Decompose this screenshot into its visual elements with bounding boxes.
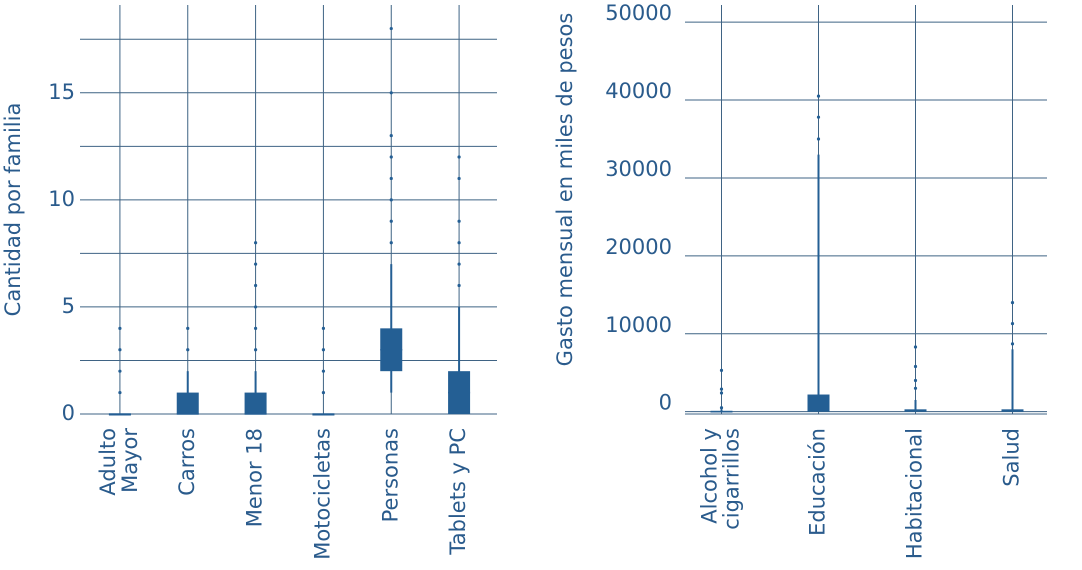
outlier: [719, 391, 724, 395]
outlier: [913, 345, 918, 349]
y-tick-label: 10: [48, 187, 75, 211]
x-tick-label-line: Motocicletas: [310, 428, 334, 560]
outlier: [457, 155, 461, 159]
x-tick-label: Motocicletas: [310, 428, 334, 560]
y-tick-label: 10000: [605, 313, 672, 337]
outlier: [389, 219, 393, 223]
outlier: [321, 369, 326, 373]
x-tick-label-line: Salud: [1000, 428, 1024, 487]
outlier: [457, 262, 461, 266]
outlier: [816, 115, 821, 119]
y-tick-label: 0: [62, 401, 75, 425]
outlier: [913, 386, 918, 390]
box: [176, 392, 199, 414]
outlier: [719, 368, 724, 372]
x-tick-label: Menor 18: [243, 428, 267, 527]
x-tick-label: Educación: [806, 428, 830, 536]
outlier: [457, 219, 461, 223]
x-tick-label-line: Carros: [175, 428, 199, 496]
x-tick-label-line: Menor 18: [243, 428, 267, 527]
x-tick-label-line: Adulto: [96, 428, 120, 496]
x-tick-label: Tablets y PC: [446, 428, 470, 556]
x-tick-label-line: Personas: [378, 428, 402, 522]
box: [244, 392, 267, 414]
outlier: [457, 176, 461, 181]
x-tick-label: Personas: [378, 428, 402, 522]
outlier: [719, 406, 724, 410]
outlier: [253, 241, 258, 245]
y-tick-label: 40000: [605, 79, 672, 103]
outlier: [186, 348, 190, 352]
outlier: [321, 348, 326, 352]
outlier: [389, 26, 393, 31]
outlier: [118, 348, 122, 352]
x-tick-label-line: Tablets y PC: [446, 428, 470, 556]
outlier: [913, 364, 918, 369]
x-tick-label: Alcohol ycigarrillos: [698, 428, 744, 530]
outlier: [118, 390, 122, 395]
box: [807, 394, 830, 412]
x-tick-label: Habitacional: [903, 428, 927, 559]
x-tick-label-line: Alcohol y: [698, 428, 722, 524]
outlier: [253, 348, 258, 352]
y-tick-label: 30000: [605, 157, 672, 181]
outlier: [321, 390, 326, 395]
outlier: [118, 326, 122, 330]
x-tick-label: Salud: [1000, 428, 1024, 487]
outlier: [186, 326, 190, 330]
y-tick-label: 0: [659, 391, 672, 415]
outlier: [457, 283, 461, 288]
y-axis-label: Gasto mensual en miles de pesos: [553, 13, 577, 367]
outlier: [389, 91, 393, 95]
outlier: [118, 369, 122, 373]
outlier: [253, 262, 258, 266]
outlier: [1010, 322, 1015, 326]
y-tick-label: 5: [62, 294, 75, 318]
outlier: [253, 305, 258, 309]
y-tick-label: 15: [48, 80, 75, 104]
y-tick-label: 20000: [605, 235, 672, 259]
x-tick-label-line: Habitacional: [903, 428, 927, 559]
outlier: [389, 241, 393, 245]
x-tick-label-line: Educación: [806, 428, 830, 536]
outlier: [389, 134, 393, 138]
outlier: [1010, 300, 1015, 305]
outlier: [719, 387, 724, 391]
outlier: [389, 198, 393, 202]
outlier: [913, 378, 918, 383]
y-tick-label: 50000: [605, 1, 672, 25]
outlier: [816, 94, 821, 98]
outlier: [816, 137, 821, 141]
x-tick-label: Carros: [175, 428, 199, 496]
y-axis-label: Cantidad por familia: [1, 103, 25, 317]
x-tick-label-line: cigarrillos: [720, 428, 744, 530]
outlier: [389, 155, 393, 159]
outlier: [253, 283, 258, 288]
x-tick-label: AdultoMayor: [96, 428, 142, 496]
outlier: [389, 176, 393, 181]
outlier: [321, 326, 326, 330]
outlier: [253, 326, 258, 330]
outlier: [457, 241, 461, 245]
outlier: [1010, 342, 1015, 346]
x-tick-label-line: Mayor: [118, 428, 142, 493]
